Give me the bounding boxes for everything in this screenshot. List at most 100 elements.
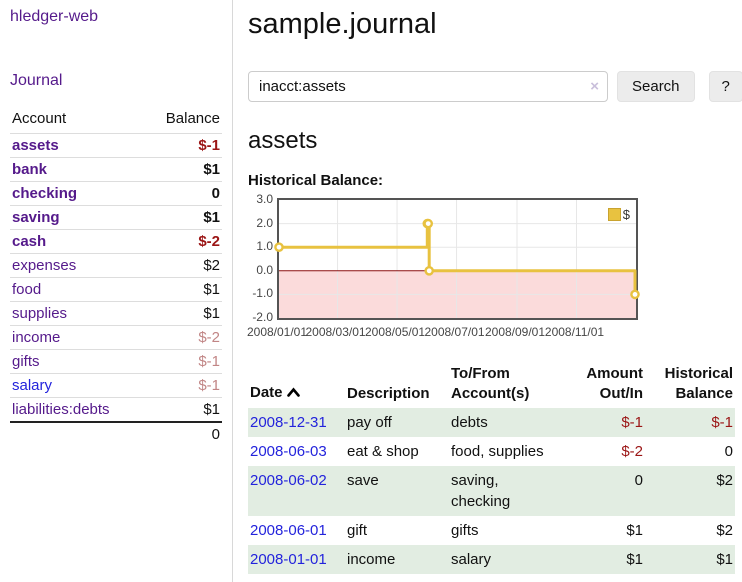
x-axis-tick-label: 2008/01/01 xyxy=(246,325,308,339)
account-link[interactable]: assets xyxy=(12,137,59,154)
account-balance: $1 xyxy=(144,397,222,422)
transaction-balance: 0 xyxy=(724,442,733,460)
transaction-row[interactable]: 2008-06-01 gift gifts $1 $2 xyxy=(248,516,735,545)
account-balance: $1 xyxy=(144,205,222,230)
transaction-balance: $1 xyxy=(716,550,733,568)
transaction-row[interactable]: 2008-06-03 eat & shop food, supplies $-2 0 xyxy=(248,437,735,466)
col-header-accounts: To/From Account(s) xyxy=(451,365,530,402)
sort-ascending-icon xyxy=(286,384,300,404)
account-row: expenses $2 xyxy=(10,253,222,278)
transaction-description: save xyxy=(347,471,379,489)
account-link[interactable]: supplies xyxy=(12,305,68,322)
historical-balance-chart: $ 3.0 2.0 1.0 0.0 -1.0 -2.0 2008/01/01 2008/03/… xyxy=(247,192,735,340)
x-axis-tick-label: 2008/11/01 xyxy=(544,325,605,339)
y-axis-tick-label: 2.0 xyxy=(256,215,273,230)
transaction-date-link[interactable]: 2008-06-03 xyxy=(250,442,327,460)
transaction-balance: $2 xyxy=(716,521,733,539)
account-row: salary $-1 xyxy=(10,373,222,398)
account-balance: $1 xyxy=(144,157,222,182)
search-input[interactable] xyxy=(248,71,608,102)
transaction-balance: $-1 xyxy=(711,413,733,431)
col-header-description: Description xyxy=(347,384,430,402)
account-balance: $-1 xyxy=(144,373,222,398)
transaction-date-link[interactable]: 2008-12-31 xyxy=(250,413,327,431)
transaction-description: eat & shop xyxy=(347,442,419,460)
account-row: assets $-1 xyxy=(10,133,222,158)
account-row: gifts $-1 xyxy=(10,349,222,374)
transaction-amount: $1 xyxy=(626,521,643,539)
transaction-row[interactable]: 2008-06-02 save saving, checking 0 $2 xyxy=(248,465,735,516)
transaction-amount: $-1 xyxy=(621,413,643,431)
transaction-row[interactable]: 2008-12-31 pay off debts $-1 $-1 xyxy=(248,407,735,437)
search-bar: × Search ? xyxy=(248,71,742,102)
transaction-amount: $1 xyxy=(626,550,643,568)
transaction-accounts: debts xyxy=(451,413,488,431)
chart-legend: $ xyxy=(607,207,630,222)
account-row: bank $1 xyxy=(10,157,222,182)
account-row: checking 0 xyxy=(10,181,222,206)
account-link[interactable]: food xyxy=(12,281,42,298)
legend-label: $ xyxy=(622,207,630,222)
col-header-date[interactable]: Date xyxy=(248,361,345,408)
chart-canvas xyxy=(274,200,640,318)
y-axis-tick-label: 0.0 xyxy=(256,262,273,277)
accounts-total-value: 0 xyxy=(144,421,222,446)
account-heading: assets xyxy=(248,127,318,154)
page-title: sample.journal xyxy=(248,8,437,40)
account-link[interactable]: income xyxy=(12,329,61,346)
main-content: sample.journal × Search ? assets Histori… xyxy=(247,0,742,574)
account-link[interactable]: bank xyxy=(12,161,48,178)
account-link[interactable]: cash xyxy=(12,233,47,250)
account-link[interactable]: checking xyxy=(12,185,78,202)
search-button[interactable]: Search xyxy=(617,71,695,102)
account-link[interactable]: liabilities:debts xyxy=(12,401,110,418)
transaction-accounts: gifts xyxy=(451,521,479,539)
transaction-accounts: saving, checking xyxy=(451,471,511,510)
account-link[interactable]: saving xyxy=(12,209,60,226)
transaction-accounts: food, supplies xyxy=(451,442,544,460)
account-row: cash $-2 xyxy=(10,229,222,254)
transaction-amount: $-2 xyxy=(621,442,643,460)
transaction-date-link[interactable]: 2008-06-02 xyxy=(250,471,327,489)
y-axis-tick-label: 3.0 xyxy=(256,192,273,206)
accounts-total-row: 0 xyxy=(10,421,222,446)
transaction-amount: 0 xyxy=(634,471,643,489)
x-axis-tick-label: 2008/03/01 xyxy=(305,325,366,339)
col-header-balance: Historical Balance xyxy=(664,365,733,402)
clear-search-icon[interactable]: × xyxy=(590,78,599,95)
account-link[interactable]: gifts xyxy=(12,353,40,370)
account-row: food $1 xyxy=(10,277,222,302)
transaction-description: gift xyxy=(347,521,368,539)
account-balance: $-2 xyxy=(144,229,222,254)
app-title-link[interactable]: hledger-web xyxy=(10,8,99,25)
accounts-col-header: Account xyxy=(12,110,67,127)
y-axis-tick-label: -2.0 xyxy=(252,310,273,324)
account-balance: 0 xyxy=(144,181,222,206)
sidebar-item-journal[interactable]: Journal xyxy=(10,72,63,89)
legend-swatch xyxy=(607,208,621,221)
col-header-amount: Amount Out/In xyxy=(586,365,643,402)
account-row: supplies $1 xyxy=(10,301,222,326)
data-point-marker xyxy=(424,266,434,276)
account-balance: $1 xyxy=(144,277,222,302)
transaction-accounts: salary xyxy=(451,550,492,568)
account-row: income $-2 xyxy=(10,325,222,350)
account-balance: $-2 xyxy=(144,325,222,350)
chart-plot-area: $ xyxy=(274,198,640,320)
account-balance: $-1 xyxy=(144,349,222,374)
help-button[interactable]: ? xyxy=(708,71,742,102)
account-row: liabilities:debts $1 xyxy=(10,397,222,422)
transactions-table: Date Description To/From Account(s) Amou… xyxy=(248,361,735,574)
transaction-row[interactable]: 2008-01-01 income salary $1 $1 xyxy=(248,544,735,574)
y-axis-tick-label: 1.0 xyxy=(256,239,273,254)
sidebar: hledger-web Journal Account Balance asse… xyxy=(0,0,233,582)
transaction-description: pay off xyxy=(347,413,392,431)
chart-title: Historical Balance: xyxy=(248,172,384,189)
account-link[interactable]: expenses xyxy=(12,257,77,274)
transaction-date-link[interactable]: 2008-06-01 xyxy=(250,521,327,539)
balance-col-header: Balance xyxy=(165,110,220,127)
account-balance: $-1 xyxy=(144,133,222,158)
account-link[interactable]: salary xyxy=(12,377,53,394)
transaction-date-link[interactable]: 2008-01-01 xyxy=(250,550,327,568)
x-axis-tick-label: 2008/05/01 xyxy=(364,325,426,339)
